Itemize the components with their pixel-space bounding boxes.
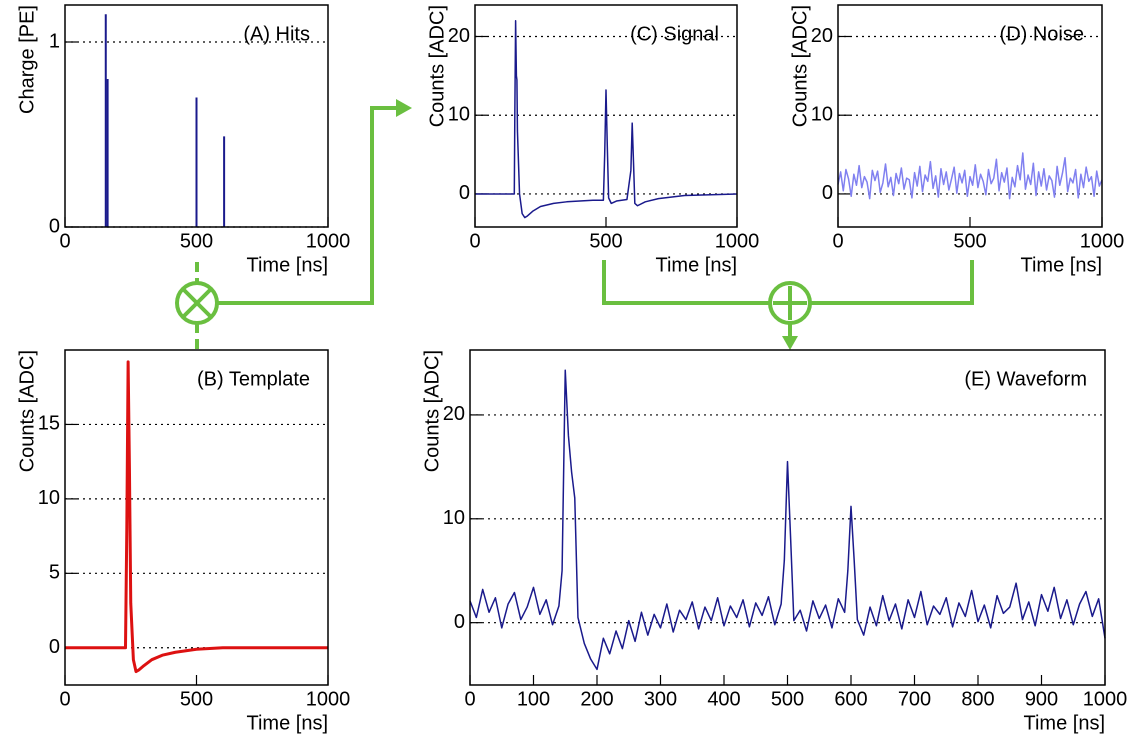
x-tick-label: 0 xyxy=(464,688,475,710)
x-tick-label: 0 xyxy=(59,688,70,710)
panel-title: (B) Template xyxy=(197,368,310,390)
y-tick-label: 10 xyxy=(448,103,470,125)
x-tick-label: 300 xyxy=(644,688,677,710)
trace xyxy=(469,369,1106,671)
y-tick-label: 0 xyxy=(49,636,60,658)
x-tick-label: 500 xyxy=(180,688,213,710)
x-tick-label: 800 xyxy=(961,688,994,710)
plot-frame xyxy=(64,349,329,686)
x-tick-label: 0 xyxy=(59,230,70,252)
connector xyxy=(810,260,974,305)
y-tick-label: 0 xyxy=(454,611,465,633)
y-tick-label: 15 xyxy=(38,413,60,435)
panel-title: (A) Hits xyxy=(243,23,310,45)
y-tick-label: 0 xyxy=(49,215,60,237)
y-tick-label: 10 xyxy=(38,487,60,509)
x-tick-label: 200 xyxy=(580,688,613,710)
x-tick-label: 500 xyxy=(771,688,804,710)
y-tick-label: 20 xyxy=(448,25,470,47)
trace xyxy=(65,360,328,674)
x-tick-label: 1000 xyxy=(306,688,351,710)
y-tick-label: 20 xyxy=(443,403,465,425)
x-tick-label: 700 xyxy=(898,688,931,710)
y-tick-label: 20 xyxy=(811,25,833,47)
plot-frame xyxy=(64,4,329,228)
x-axis-label: Time [ns] xyxy=(1021,254,1103,276)
x-tick-label: 100 xyxy=(517,688,550,710)
y-tick-label: 10 xyxy=(443,507,465,529)
x-tick-label: 1000 xyxy=(1080,230,1125,252)
trace xyxy=(837,152,1103,200)
x-tick-label: 900 xyxy=(1025,688,1058,710)
y-axis-label: Charge [PE] xyxy=(16,5,38,114)
x-axis-label: Time [ns] xyxy=(656,254,738,276)
connector xyxy=(602,260,770,305)
x-tick-label: 600 xyxy=(834,688,867,710)
panel-title: (E) Waveform xyxy=(964,368,1087,390)
flow-diagram xyxy=(175,99,974,350)
trace xyxy=(475,19,738,219)
y-axis-label: Counts [ADC] xyxy=(16,350,38,472)
multiply-symbol xyxy=(182,288,212,318)
x-axis-label: Time [ns] xyxy=(1024,712,1106,734)
arrow-head xyxy=(782,336,798,350)
x-tick-label: 1000 xyxy=(715,230,760,252)
y-tick-label: 1 xyxy=(49,30,60,52)
connector xyxy=(217,106,398,305)
y-tick-label: 10 xyxy=(811,103,833,125)
y-axis-label: Counts [ADC] xyxy=(421,350,443,472)
x-tick-label: 1000 xyxy=(1083,688,1128,710)
x-tick-label: 1000 xyxy=(306,230,351,252)
plot-frame xyxy=(474,4,738,228)
y-tick-label: 0 xyxy=(822,182,833,204)
x-tick-label: 400 xyxy=(707,688,740,710)
x-tick-label: 500 xyxy=(953,230,986,252)
arrow-head xyxy=(396,99,412,117)
x-axis-label: Time [ns] xyxy=(247,712,329,734)
x-axis-label: Time [ns] xyxy=(247,254,329,276)
y-tick-label: 0 xyxy=(459,182,470,204)
y-axis-label: Counts [ADC] xyxy=(426,5,448,127)
panel-title: (D) Noise xyxy=(1000,23,1084,45)
x-tick-label: 0 xyxy=(469,230,480,252)
plot-frame xyxy=(837,4,1103,228)
x-tick-label: 0 xyxy=(832,230,843,252)
x-tick-label: 500 xyxy=(589,230,622,252)
y-axis-label: Counts [ADC] xyxy=(789,5,811,127)
x-tick-label: 500 xyxy=(180,230,213,252)
panel-title: (C) Signal xyxy=(630,23,719,45)
plot-frame xyxy=(469,349,1106,686)
y-tick-label: 5 xyxy=(49,562,60,584)
